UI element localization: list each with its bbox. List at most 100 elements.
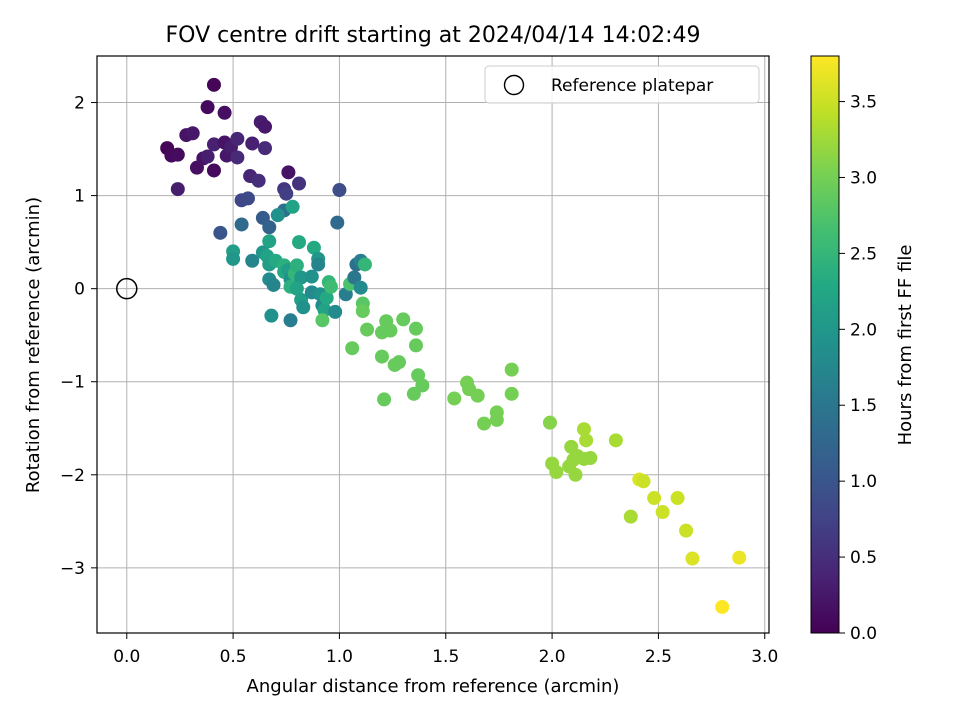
y-tick-label: −1 <box>60 373 85 393</box>
data-point <box>262 234 277 249</box>
data-point <box>258 119 272 134</box>
x-tick-label: 1.0 <box>326 647 353 667</box>
data-point <box>251 173 266 188</box>
data-point <box>470 388 485 403</box>
data-point <box>285 199 300 214</box>
data-point <box>477 416 492 431</box>
data-point <box>345 341 360 356</box>
y-tick-label: −3 <box>60 559 85 579</box>
data-point <box>670 491 685 506</box>
reference-marker <box>116 277 138 300</box>
data-point <box>383 323 398 338</box>
data-point <box>396 312 411 327</box>
data-point <box>608 433 623 448</box>
data-point <box>408 338 423 353</box>
data-point <box>636 474 651 489</box>
data-point <box>311 257 326 272</box>
data-point <box>406 386 421 401</box>
data-point <box>289 281 304 296</box>
x-tick-label: 2.0 <box>539 647 566 667</box>
data-point <box>200 100 215 115</box>
data-point <box>542 415 557 430</box>
y-axis-ticks: −3 −2 −1 0 1 2 <box>60 94 97 579</box>
x-axis-label: Angular distance from reference (arcmin) <box>247 676 620 697</box>
y-tick-label: 2 <box>74 94 85 114</box>
y-axis-label: Rotation from reference (arcmin) <box>23 197 44 493</box>
data-points <box>160 77 747 614</box>
data-point <box>330 215 345 230</box>
data-point <box>323 279 338 294</box>
data-point <box>447 391 462 406</box>
colorbar-label: Hours from first FF file <box>895 245 916 446</box>
data-point <box>576 422 591 437</box>
colorbar-tick-label: 1.5 <box>850 396 877 416</box>
x-tick-label: 0.0 <box>113 647 140 667</box>
data-point <box>245 136 260 151</box>
data-point <box>170 147 185 162</box>
data-point <box>504 386 519 401</box>
data-point <box>732 550 747 565</box>
data-point <box>408 321 423 336</box>
data-point <box>217 105 232 120</box>
data-point <box>279 186 294 201</box>
data-point <box>213 225 228 240</box>
x-tick-label: 1.5 <box>432 647 459 667</box>
data-point <box>230 150 245 165</box>
y-tick-label: −2 <box>60 466 85 486</box>
data-point <box>230 131 245 146</box>
legend-box <box>484 65 760 104</box>
y-tick-label: 0 <box>74 280 85 300</box>
data-point <box>296 300 311 315</box>
data-point <box>306 240 321 255</box>
colorbar-tick-label: 3.0 <box>850 168 877 188</box>
data-point <box>264 308 279 323</box>
data-point <box>568 467 583 482</box>
chart-title: FOV centre drift starting at 2024/04/14 … <box>166 23 701 48</box>
data-point <box>206 137 221 152</box>
data-point <box>281 165 296 180</box>
legend-marker-icon <box>503 74 525 96</box>
data-point <box>504 362 519 377</box>
legend-label: Reference platepar <box>551 76 713 96</box>
data-point <box>170 182 185 197</box>
data-point <box>226 251 241 266</box>
x-tick-label: 2.5 <box>645 647 672 667</box>
x-tick-label: 0.5 <box>220 647 247 667</box>
data-point <box>283 313 298 328</box>
data-point <box>292 176 307 191</box>
data-point <box>258 141 272 156</box>
y-tick-label: 1 <box>74 187 85 207</box>
data-point <box>315 313 330 328</box>
colorbar-ticks: 0.0 0.5 1.0 1.5 2.0 2.5 3.0 3.5 <box>839 93 877 644</box>
data-point <box>357 257 372 272</box>
data-point <box>355 303 370 318</box>
data-point <box>549 464 564 479</box>
data-point <box>377 392 392 407</box>
colorbar-tick-label: 1.0 <box>850 472 877 492</box>
data-point <box>266 277 281 292</box>
reference-point <box>116 277 138 300</box>
x-axis-ticks: 0.0 0.5 1.0 1.5 2.0 2.5 3.0 <box>113 633 778 667</box>
data-point <box>200 149 215 164</box>
data-point <box>374 349 389 364</box>
data-point <box>234 217 249 232</box>
x-tick-label: 3.0 <box>751 647 778 667</box>
data-point <box>328 304 343 319</box>
data-point <box>353 280 368 295</box>
data-point <box>715 599 730 614</box>
data-point <box>332 183 347 198</box>
data-point <box>391 355 406 370</box>
data-point <box>185 126 200 141</box>
data-point <box>319 290 334 305</box>
grid-lines <box>97 56 769 633</box>
data-point <box>270 208 285 223</box>
colorbar <box>810 55 840 634</box>
data-point <box>489 412 504 427</box>
data-point <box>679 523 694 538</box>
data-point <box>262 220 277 235</box>
data-point <box>206 163 221 178</box>
colorbar-tick-label: 2.0 <box>850 320 877 340</box>
data-point <box>294 270 309 285</box>
data-point <box>579 433 594 448</box>
